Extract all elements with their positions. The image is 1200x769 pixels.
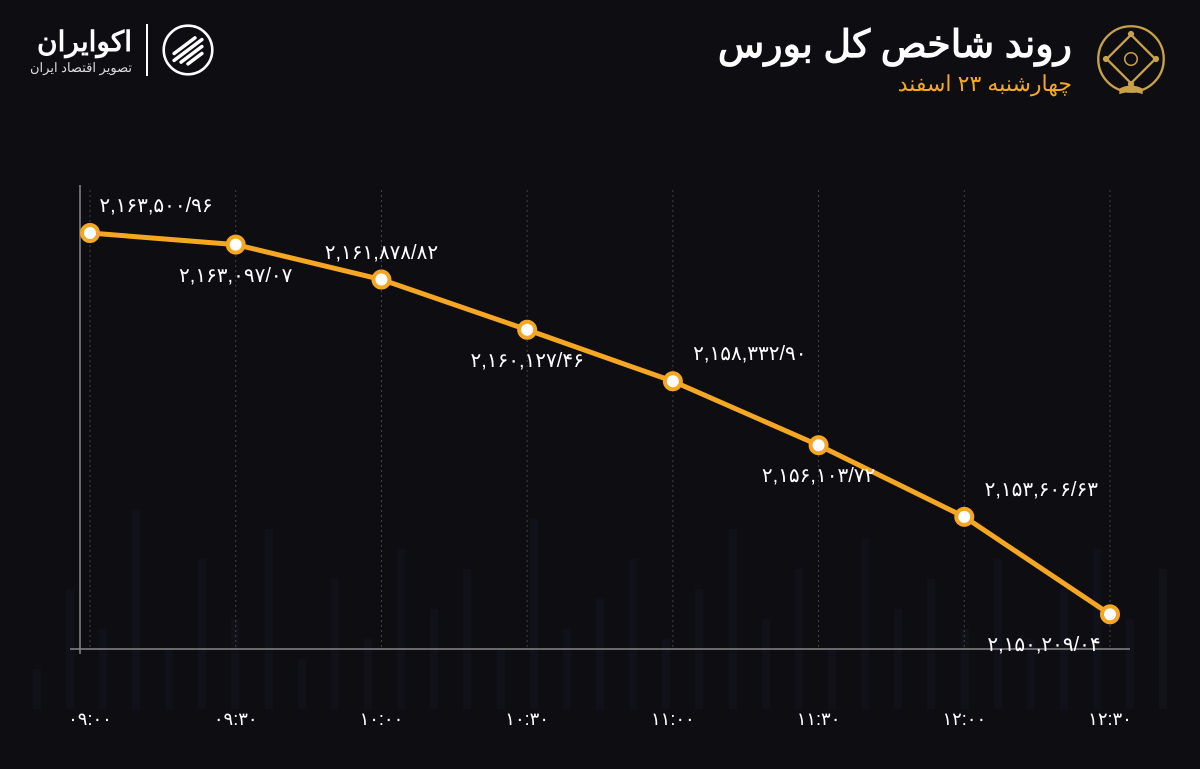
chart-subtitle: چهارشنبه ۲۳ اسفند (718, 71, 1072, 97)
x-axis-tick-label: ۱۱:۳۰ (797, 709, 841, 730)
x-axis-tick-label: ۰۹:۰۰ (68, 709, 112, 730)
brand-logo-icon (162, 24, 214, 76)
x-axis-tick-label: ۱۰:۰۰ (360, 709, 404, 730)
brand-divider (146, 24, 148, 76)
x-axis-tick-label: ۱۲:۳۰ (1088, 709, 1132, 730)
brand-name: اکوایران (30, 25, 132, 58)
x-axis-tick-label: ۰۹:۳۰ (214, 709, 258, 730)
chart-header: روند شاخص کل بورس چهارشنبه ۲۳ اسفند (718, 20, 1170, 98)
x-axis-labels: ۰۹:۰۰ ۰۹:۳۰ ۱۰:۰۰ ۱۰:۳۰ ۱۱:۰۰ ۱۱:۳۰ ۱۲:۰۰ ۱۲:۳۰ (50, 709, 1150, 739)
chart-area (50, 180, 1150, 689)
x-axis-tick-label: ۱۲:۰۰ (942, 709, 986, 730)
brand-block: اکوایران تصویر اقتصاد ایران (30, 24, 214, 76)
brand-tagline: تصویر اقتصاد ایران (30, 60, 132, 76)
x-axis-tick-label: ۱۰:۳۰ (505, 709, 549, 730)
chart-title: روند شاخص کل بورس (718, 22, 1072, 67)
x-axis-tick-label: ۱۱:۰۰ (651, 709, 695, 730)
exchange-seal-icon (1092, 20, 1170, 98)
